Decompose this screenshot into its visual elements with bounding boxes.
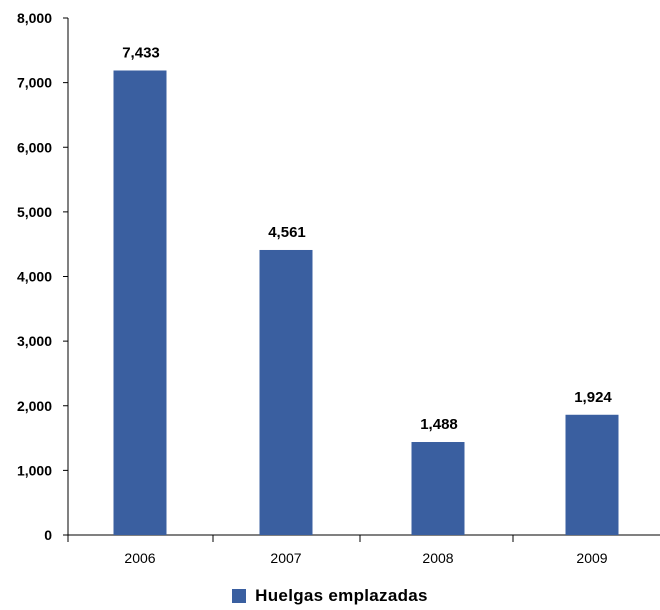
x-tick-label: 2009: [576, 550, 607, 566]
x-tick-label: 2008: [422, 550, 453, 566]
bar-series: [113, 70, 619, 536]
x-tick-label: 2007: [270, 550, 301, 566]
y-tick-label: 7,000: [17, 75, 52, 91]
data-label-2007: 4,561: [268, 224, 306, 241]
data-label-2008: 1,488: [420, 416, 458, 433]
y-tick-label: 3,000: [17, 333, 52, 349]
bar-2007: [259, 249, 313, 535]
y-tick-label: 6,000: [17, 139, 52, 155]
x-tick-label: 2006: [124, 550, 155, 566]
bar-chart: 0 1,000 2,000 3,000 4,000 5,000 6,000 7,000 8,00…: [17, 10, 660, 566]
y-tick-label: 5,000: [17, 204, 52, 220]
y-tick-label: 2,000: [17, 398, 52, 414]
bar-2008: [411, 442, 465, 535]
y-tick-label: 0: [44, 527, 52, 543]
bar-2006: [113, 70, 167, 536]
bar-2009: [565, 414, 619, 535]
y-tick-label: 8,000: [17, 10, 52, 26]
legend-swatch: [232, 589, 247, 603]
data-labels: 7,433 4,561 1,488 1,924: [122, 44, 612, 433]
legend: Huelgas emplazadas: [0, 586, 660, 606]
y-tick-label: 4,000: [17, 269, 52, 285]
x-axis: 2006 2007 2008 2009: [67, 534, 660, 566]
y-axis: 0 1,000 2,000 3,000 4,000 5,000 6,000 7,000 8,00…: [17, 10, 69, 543]
y-tick-label: 1,000: [17, 462, 52, 478]
data-label-2006: 7,433: [122, 44, 160, 61]
data-label-2009: 1,924: [574, 389, 612, 406]
legend-label: Huelgas emplazadas: [255, 586, 428, 605]
